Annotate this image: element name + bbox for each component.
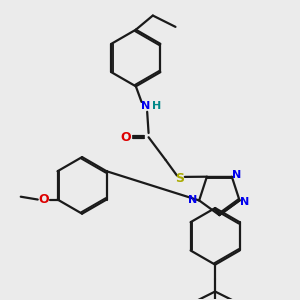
Text: H: H <box>152 101 161 111</box>
Text: N: N <box>232 170 242 180</box>
Text: N: N <box>240 197 249 207</box>
Text: S: S <box>175 172 184 185</box>
Text: O: O <box>121 131 131 144</box>
Text: N: N <box>141 101 150 111</box>
Text: N: N <box>188 195 198 206</box>
Text: O: O <box>38 193 49 206</box>
